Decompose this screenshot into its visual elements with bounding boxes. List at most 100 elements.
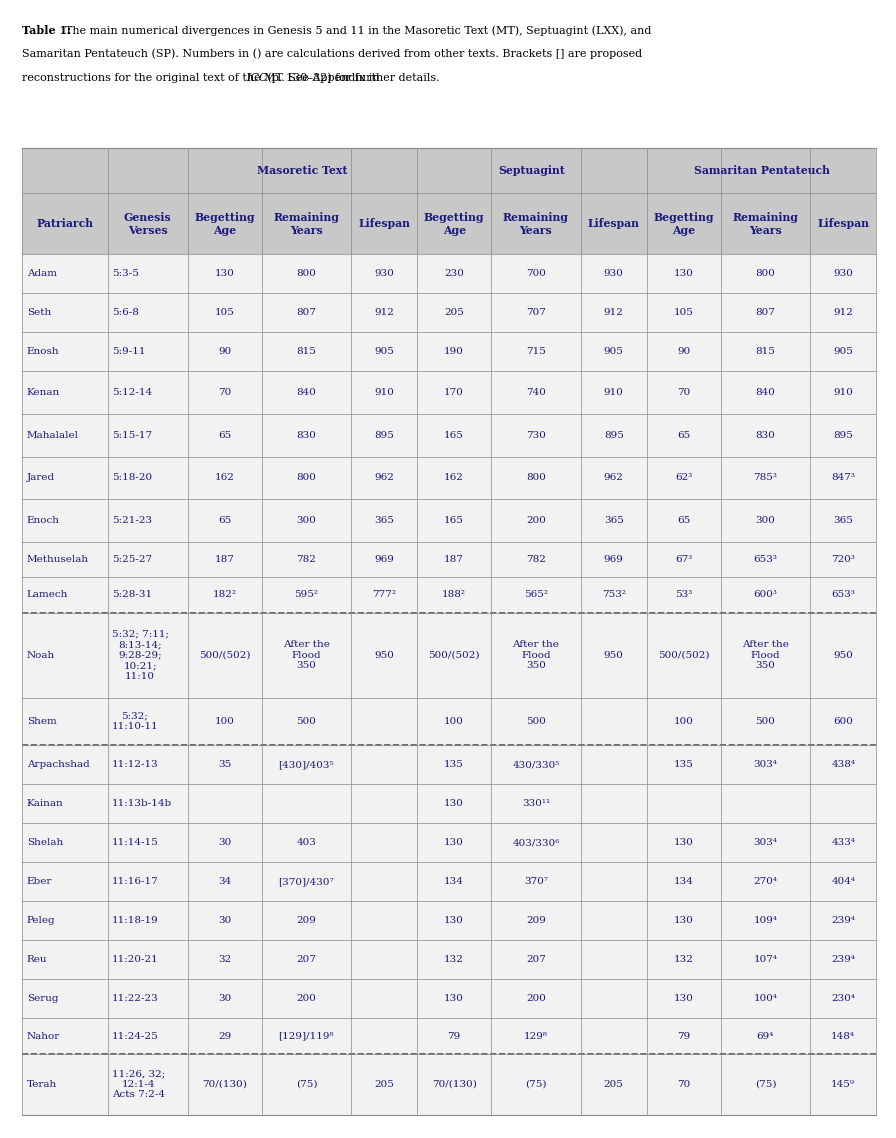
Text: 30: 30 (218, 839, 231, 847)
Bar (418, 784, 491, 823)
Bar (418, 414, 491, 456)
Text: 433⁴: 433⁴ (831, 839, 855, 847)
Text: 782: 782 (297, 555, 316, 564)
Text: 5:12-14: 5:12-14 (112, 388, 151, 397)
Bar (491, 901, 581, 940)
Bar (108, 577, 188, 612)
Bar (108, 940, 188, 980)
Text: 130: 130 (674, 839, 694, 847)
Bar (351, 745, 418, 784)
Text: 800: 800 (297, 270, 316, 279)
Text: 815: 815 (755, 347, 775, 356)
Text: Seth: Seth (27, 308, 51, 318)
Bar (22, 294, 108, 332)
Bar (22, 823, 108, 863)
Bar (262, 371, 351, 414)
Text: (75): (75) (296, 1080, 317, 1089)
Bar (351, 294, 418, 332)
Bar (810, 500, 876, 542)
Text: 65: 65 (218, 431, 231, 439)
Bar (720, 456, 810, 500)
Bar (720, 784, 810, 823)
Bar (810, 371, 876, 414)
Text: After the
Flood
350: After the Flood 350 (742, 641, 788, 670)
Text: 29: 29 (218, 1031, 231, 1040)
Text: 365: 365 (375, 516, 394, 525)
Text: 5:3-5: 5:3-5 (112, 270, 139, 279)
Text: 430/330⁵: 430/330⁵ (513, 760, 560, 769)
Bar (22, 192, 108, 255)
Bar (108, 863, 188, 901)
Bar (351, 784, 418, 823)
Text: 90: 90 (677, 347, 690, 356)
Bar (720, 577, 810, 612)
Bar (351, 1054, 418, 1115)
Bar (351, 371, 418, 414)
Bar (491, 371, 581, 414)
Text: 205: 205 (444, 308, 464, 318)
Text: Begetting
Age: Begetting Age (653, 212, 714, 236)
Text: 912: 912 (833, 308, 853, 318)
Text: 67³: 67³ (675, 555, 693, 564)
Text: 130: 130 (674, 995, 694, 1004)
Bar (108, 612, 188, 698)
Bar (810, 1054, 876, 1115)
Text: 134: 134 (674, 877, 694, 887)
Text: 109⁴: 109⁴ (754, 916, 778, 925)
Bar (647, 148, 876, 192)
Text: 895: 895 (604, 431, 624, 439)
Text: 800: 800 (526, 473, 546, 483)
Bar (262, 823, 351, 863)
Text: 270⁴: 270⁴ (754, 877, 778, 887)
Bar (22, 863, 108, 901)
Text: 753²: 753² (602, 591, 625, 600)
Text: (75): (75) (754, 1080, 776, 1089)
Bar (418, 294, 491, 332)
Text: [129]/119⁸: [129]/119⁸ (279, 1031, 334, 1040)
Text: 170: 170 (444, 388, 464, 397)
Bar (581, 940, 647, 980)
Text: Jared: Jared (27, 473, 55, 483)
Text: 404⁴: 404⁴ (831, 877, 855, 887)
Bar (647, 456, 720, 500)
Bar (581, 980, 647, 1019)
Text: 5:28-31: 5:28-31 (112, 591, 151, 600)
Text: Lifespan: Lifespan (817, 218, 869, 229)
Text: 800: 800 (755, 270, 775, 279)
Bar (188, 500, 262, 542)
Text: 303⁴: 303⁴ (754, 760, 778, 769)
Text: 950: 950 (375, 651, 394, 660)
Bar (418, 1019, 491, 1054)
Text: 600³: 600³ (754, 591, 778, 600)
Text: Peleg: Peleg (27, 916, 56, 925)
Text: 815: 815 (297, 347, 316, 356)
Text: 90: 90 (218, 347, 231, 356)
Text: 910: 910 (604, 388, 624, 397)
Text: 370⁷: 370⁷ (524, 877, 547, 887)
Text: 500: 500 (755, 717, 775, 726)
Text: After the
Flood
350: After the Flood 350 (513, 641, 559, 670)
Bar (262, 698, 351, 745)
Text: 230⁴: 230⁴ (831, 995, 855, 1004)
Bar (647, 192, 720, 255)
Text: Methuselah: Methuselah (27, 555, 89, 564)
Text: 200: 200 (526, 516, 546, 525)
Text: Table 1:: Table 1: (22, 25, 75, 36)
Bar (262, 456, 351, 500)
Text: 962: 962 (604, 473, 624, 483)
Text: 65: 65 (677, 431, 690, 439)
Bar (108, 745, 188, 784)
Bar (351, 577, 418, 612)
Bar (810, 823, 876, 863)
Text: 840: 840 (755, 388, 775, 397)
Text: 34: 34 (218, 877, 231, 887)
Text: 30: 30 (218, 995, 231, 1004)
Text: 962: 962 (375, 473, 394, 483)
Text: 300: 300 (297, 516, 316, 525)
Bar (581, 901, 647, 940)
Text: 70: 70 (218, 388, 231, 397)
Text: 403: 403 (297, 839, 316, 847)
Bar (418, 901, 491, 940)
Bar (188, 456, 262, 500)
Text: 100: 100 (674, 717, 694, 726)
